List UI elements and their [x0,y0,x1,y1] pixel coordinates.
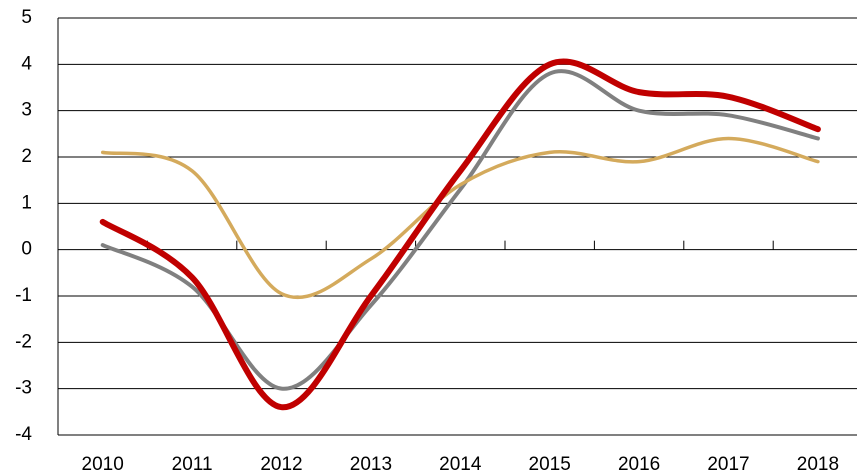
x-tick-label: 2010 [82,454,124,475]
y-tick-label: -4 [15,424,32,445]
x-tick-label: 2018 [797,454,839,475]
y-tick-label: 0 [21,239,32,260]
x-tick-label: 2014 [439,454,482,475]
x-tick-label: 2013 [350,454,392,475]
x-tick-label: 2016 [618,454,660,475]
y-tick-label: 5 [21,7,32,28]
series-line [99,58,821,411]
y-tick-label: 3 [21,100,32,121]
x-tick-label: 2012 [260,454,302,475]
y-tick-label: 2 [21,146,32,167]
x-tick-label: 2015 [529,454,571,475]
series-line [100,136,820,300]
y-tick-label: -2 [15,331,32,352]
x-tick-label: 2011 [172,454,213,475]
y-tick-label: -3 [15,378,32,399]
y-tick-label: 4 [21,53,32,74]
series-line [100,69,820,391]
y-tick-label: 1 [21,192,32,213]
x-tick-label: 2017 [707,454,749,475]
y-tick-label: -1 [15,285,32,306]
